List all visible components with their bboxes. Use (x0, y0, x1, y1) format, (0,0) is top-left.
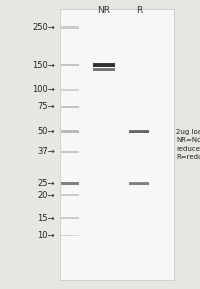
Bar (61, 26, 79, 29)
Bar (93, 63, 115, 64)
Text: 150→: 150→ (32, 60, 55, 70)
Text: 75→: 75→ (37, 102, 55, 112)
Bar (61, 64, 79, 66)
Bar (129, 182, 149, 183)
Bar (93, 63, 115, 67)
Text: R: R (136, 5, 142, 15)
Bar (61, 88, 79, 90)
Bar (129, 130, 149, 131)
Text: NR: NR (98, 5, 110, 15)
Bar (129, 130, 149, 133)
Text: 50→: 50→ (38, 127, 55, 136)
Text: 10→: 10→ (38, 231, 55, 240)
Text: 100→: 100→ (32, 85, 55, 94)
Text: 25→: 25→ (38, 179, 55, 188)
Text: 2ug loading
NR=Non-
reduced
R=reduced: 2ug loading NR=Non- reduced R=reduced (176, 129, 200, 160)
Bar (61, 106, 79, 108)
Bar (93, 68, 115, 69)
Text: 37→: 37→ (37, 147, 55, 156)
Text: 20→: 20→ (38, 190, 55, 200)
Bar (61, 235, 79, 236)
Bar (129, 182, 149, 185)
Bar (61, 217, 79, 219)
Text: 15→: 15→ (38, 214, 55, 223)
Bar (60, 9, 174, 280)
Bar (93, 68, 115, 71)
Text: 250→: 250→ (32, 23, 55, 32)
Bar (61, 130, 79, 133)
Bar (61, 182, 79, 186)
Bar (61, 194, 79, 196)
Bar (61, 151, 79, 153)
